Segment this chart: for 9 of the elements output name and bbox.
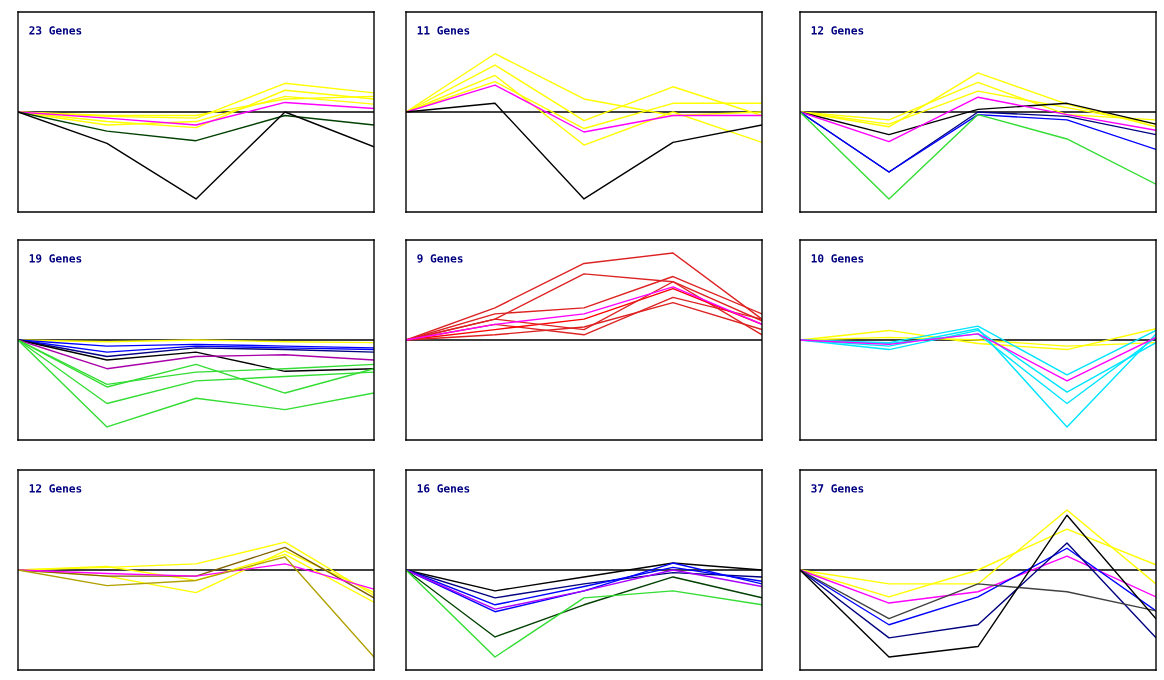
chart-title: 37 Genes <box>811 484 864 493</box>
chart-title: 23 Genes <box>29 26 82 35</box>
chart-title: 12 Genes <box>811 26 864 35</box>
chart-title: 9 Genes <box>417 254 463 263</box>
chart-title: 19 Genes <box>29 254 82 263</box>
chart-title: 12 Genes <box>29 484 82 493</box>
chart-title: 16 Genes <box>417 484 470 493</box>
chart-title: 11 Genes <box>417 26 470 35</box>
chart-title: 10 Genes <box>811 254 864 263</box>
